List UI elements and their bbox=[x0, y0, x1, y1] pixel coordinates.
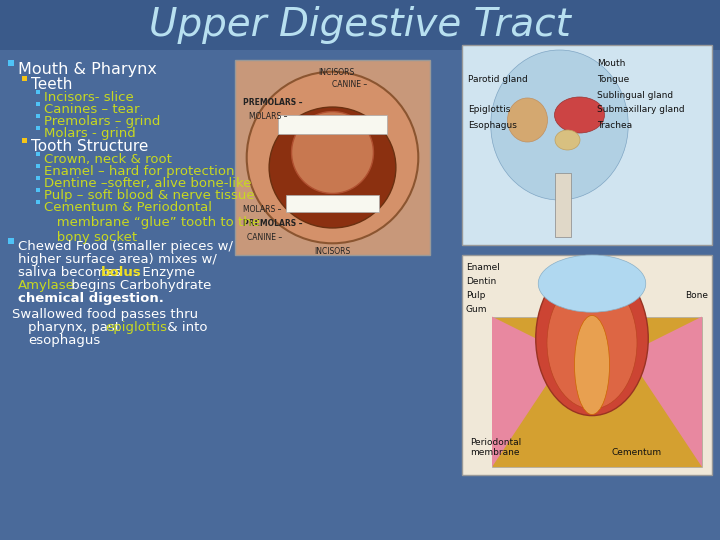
Bar bbox=[36, 200, 40, 204]
Text: Enamel: Enamel bbox=[466, 263, 500, 272]
Bar bbox=[462, 255, 712, 475]
Bar bbox=[36, 164, 40, 168]
Text: Mouth: Mouth bbox=[597, 58, 626, 68]
Text: Submaxillary gland: Submaxillary gland bbox=[597, 105, 685, 114]
Text: INCISORS: INCISORS bbox=[318, 68, 354, 77]
Ellipse shape bbox=[554, 97, 605, 133]
Text: Upper Digestive Tract: Upper Digestive Tract bbox=[149, 6, 571, 44]
Text: CANINE –: CANINE – bbox=[333, 80, 368, 89]
Text: Mouth & Pharynx: Mouth & Pharynx bbox=[18, 62, 157, 77]
Text: MOLARS –: MOLARS – bbox=[249, 112, 287, 121]
Ellipse shape bbox=[491, 50, 629, 200]
Text: Cementum & Periodontal
   membrane “glue” tooth to the
   bony socket: Cementum & Periodontal membrane “glue” t… bbox=[44, 201, 260, 244]
Text: Gum: Gum bbox=[466, 305, 487, 314]
Ellipse shape bbox=[247, 72, 418, 244]
Bar bbox=[554, 173, 571, 237]
Text: Swallowed food passes thru: Swallowed food passes thru bbox=[12, 308, 198, 321]
Bar bbox=[8, 60, 14, 66]
Text: CANINE –: CANINE – bbox=[247, 233, 282, 242]
Bar bbox=[8, 238, 14, 244]
Text: Premolars – grind: Premolars – grind bbox=[44, 115, 161, 128]
Text: chemical digestion.: chemical digestion. bbox=[18, 292, 164, 305]
Text: esophagus: esophagus bbox=[28, 334, 100, 347]
Text: Parotid gland: Parotid gland bbox=[468, 76, 528, 84]
Text: Periodontal
membrane: Periodontal membrane bbox=[470, 437, 521, 457]
Text: PREMOLARS –: PREMOLARS – bbox=[243, 98, 302, 107]
Text: Esophagus: Esophagus bbox=[468, 120, 517, 130]
Text: Chewed Food (smaller pieces w/: Chewed Food (smaller pieces w/ bbox=[18, 240, 233, 253]
Text: bolus: bolus bbox=[101, 266, 142, 279]
Text: Molars - grind: Molars - grind bbox=[44, 127, 136, 140]
Text: saliva becomes: saliva becomes bbox=[18, 266, 125, 279]
Ellipse shape bbox=[508, 98, 547, 142]
Text: & into: & into bbox=[163, 321, 207, 334]
Bar bbox=[36, 102, 40, 106]
Text: Tongue: Tongue bbox=[597, 76, 629, 84]
Text: Teeth: Teeth bbox=[31, 77, 73, 92]
Text: Enamel – hard for protection: Enamel – hard for protection bbox=[44, 165, 235, 178]
Bar bbox=[235, 60, 430, 255]
Ellipse shape bbox=[547, 277, 637, 409]
Polygon shape bbox=[627, 316, 702, 467]
Text: Amylase: Amylase bbox=[18, 279, 75, 292]
Text: PREMOLARS –: PREMOLARS – bbox=[243, 219, 302, 228]
Text: Cementum: Cementum bbox=[612, 448, 662, 457]
Text: begins Carbohydrate: begins Carbohydrate bbox=[67, 279, 212, 292]
Text: Sublingual gland: Sublingual gland bbox=[597, 91, 673, 99]
Text: higher surface area) mixes w/: higher surface area) mixes w/ bbox=[18, 253, 217, 266]
Text: . Enzyme: . Enzyme bbox=[134, 266, 195, 279]
Bar bbox=[36, 176, 40, 180]
Text: Incisors- slice: Incisors- slice bbox=[44, 91, 134, 104]
Text: epiglottis: epiglottis bbox=[105, 321, 167, 334]
Polygon shape bbox=[492, 316, 567, 467]
Bar bbox=[36, 188, 40, 192]
Bar bbox=[36, 114, 40, 118]
Text: Dentin: Dentin bbox=[466, 277, 496, 286]
Text: Tooth Structure: Tooth Structure bbox=[31, 139, 148, 154]
Ellipse shape bbox=[536, 261, 648, 416]
Ellipse shape bbox=[269, 107, 396, 228]
Bar bbox=[286, 194, 379, 212]
Bar bbox=[22, 76, 27, 80]
Text: Pulp: Pulp bbox=[466, 291, 485, 300]
Polygon shape bbox=[492, 316, 702, 467]
Bar bbox=[278, 114, 387, 134]
Text: MOLARS –: MOLARS – bbox=[243, 205, 282, 214]
Bar bbox=[22, 138, 27, 143]
Text: Epiglottis: Epiglottis bbox=[468, 105, 510, 114]
Bar bbox=[0, 0, 720, 50]
Text: Trachea: Trachea bbox=[597, 120, 632, 130]
Ellipse shape bbox=[555, 130, 580, 150]
Bar bbox=[36, 152, 40, 156]
Text: Dentine –softer, alive bone-like: Dentine –softer, alive bone-like bbox=[44, 177, 251, 190]
Bar bbox=[36, 126, 40, 130]
Ellipse shape bbox=[539, 255, 646, 312]
Text: INCISORS: INCISORS bbox=[315, 247, 351, 256]
Ellipse shape bbox=[292, 112, 374, 193]
Bar bbox=[462, 45, 712, 245]
Text: Pulp – soft blood & nerve tissue: Pulp – soft blood & nerve tissue bbox=[44, 189, 255, 202]
Text: pharynx, past: pharynx, past bbox=[28, 321, 125, 334]
Ellipse shape bbox=[575, 315, 610, 415]
Text: Canines – tear: Canines – tear bbox=[44, 103, 140, 116]
Bar bbox=[36, 90, 40, 94]
Text: Bone: Bone bbox=[685, 291, 708, 300]
Text: Crown, neck & root: Crown, neck & root bbox=[44, 153, 172, 166]
